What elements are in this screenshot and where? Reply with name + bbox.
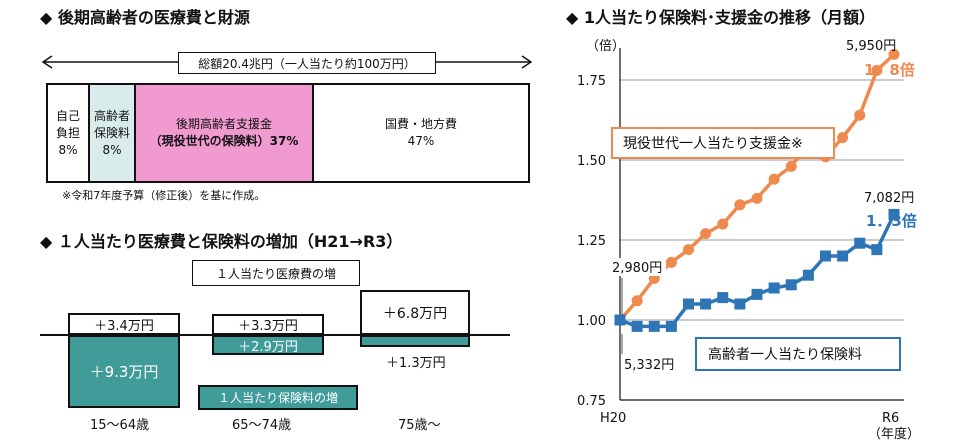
segment-share: 47% <box>407 134 435 148</box>
series-point <box>888 208 900 220</box>
series-point <box>665 320 677 332</box>
series-point <box>683 298 694 310</box>
medical-increase-65-74: ＋3.3万円 <box>212 314 324 335</box>
annotation-premium-end-value: 7,082円 <box>864 191 914 206</box>
series-point <box>854 109 866 121</box>
y-tick-label: 1.75 <box>577 74 606 89</box>
series-point <box>665 256 677 268</box>
segment-self-pay: 自己負担 8% <box>46 83 88 183</box>
medical-increase-75plus: ＋6.8万円 <box>360 290 470 335</box>
series-point <box>700 298 712 310</box>
series-point <box>837 132 849 144</box>
chart-title: ◆ 1人当たり保険料･支援金の推移（月額） <box>566 8 876 27</box>
segment-label: 高齢者 <box>93 108 130 123</box>
series-point <box>802 269 814 281</box>
series-point <box>820 250 831 262</box>
increase-section-title: ◆ １人当たり医療費と保険料の増加（H21→R3） <box>40 232 403 251</box>
series-point <box>888 48 900 60</box>
series-point <box>751 288 763 300</box>
x-end-label: R6 <box>882 411 899 426</box>
annotation-bg <box>610 258 666 276</box>
source-note: ※令和7年度予算（修正後）を基に作成。 <box>62 189 266 202</box>
series-point <box>871 64 883 76</box>
y-tick-label: 1.00 <box>577 314 606 329</box>
total-label: 総額20.4兆円（一人当たり約100万円） <box>178 52 436 74</box>
legend-medical-increase: １人当たり医療費の増 <box>192 260 360 286</box>
y-tick-label: 1.50 <box>577 154 606 169</box>
series-point <box>631 295 643 307</box>
segment-label: （現役世代の保険料）37% <box>149 134 299 148</box>
segment-public-funds: 国費・地方費 47% <box>312 83 530 183</box>
series-point <box>700 228 712 240</box>
segment-label: 保険料 <box>93 125 130 140</box>
premium-increase-bar-75plus <box>360 335 470 347</box>
y-tick-label: 0.75 <box>577 394 606 409</box>
series-label: 現役世代一人当たり支援金※ <box>623 136 803 152</box>
segment-elderly-premium: 高齢者保険料 8% <box>88 83 134 183</box>
y-axis-label: （倍） <box>586 39 625 54</box>
series-point <box>854 237 866 249</box>
series-point <box>717 292 729 304</box>
series-point <box>734 298 746 310</box>
segment-label: 後期高齢者支援金 <box>175 117 272 131</box>
series-point <box>837 250 849 262</box>
series-point <box>631 320 643 332</box>
x-start-label: H20 <box>600 411 626 426</box>
segment-label: 自己 <box>55 108 80 123</box>
series-label-box <box>695 337 901 371</box>
series-point <box>768 282 780 294</box>
annotation-support-end-ratio: 1．8倍 <box>864 61 915 79</box>
annotation-support-end-value: 5,950円 <box>846 39 896 54</box>
left-section-title: ◆ 後期高齢者の医療費と財源 <box>40 8 250 27</box>
segment-share: 8% <box>58 142 78 157</box>
age-label: 15～64歳 <box>90 418 150 433</box>
annotation-support-start: 2,980円 <box>612 261 662 276</box>
series-point <box>734 199 746 211</box>
series-point <box>871 244 883 256</box>
series-label: 高齢者一人当たり保険料 <box>708 346 862 363</box>
y-tick-label: 1.25 <box>577 234 606 249</box>
annotation-premium-end-ratio: 1．3倍 <box>866 212 917 230</box>
segment-share: 8% <box>102 142 122 157</box>
series-label-box <box>611 127 835 159</box>
series-point <box>768 173 780 185</box>
series-point <box>683 244 694 256</box>
series-point <box>751 192 763 204</box>
age-label: 75歳～ <box>398 418 441 433</box>
series-point <box>785 279 797 291</box>
x-axis-label: （年度） <box>868 426 920 442</box>
series-point <box>717 218 729 230</box>
premium-increase-75plus: ＋1.3万円 <box>386 356 446 371</box>
age-label: 65～74歳 <box>232 418 292 433</box>
segment-label: 負担 <box>55 125 80 140</box>
segment-support-fund: 後期高齢者支援金 （現役世代の保険料）37% <box>134 83 312 183</box>
series-line <box>618 53 896 322</box>
series-point <box>785 160 797 172</box>
annotation-premium-start: 5,332円 <box>624 358 674 373</box>
series-point <box>614 314 626 326</box>
premium-increase-65-74: ＋2.9万円 <box>212 335 324 355</box>
series-point <box>648 320 660 332</box>
legend-premium-increase: １人当たり保険料の増 <box>198 385 358 410</box>
medical-increase-15-64: ＋3.4万円 <box>68 313 180 335</box>
line-chart: 0.75 1.00 1.25 1.50 1.75 （倍） H20 R6（年度） 現役世代一人当た… <box>577 39 920 442</box>
segment-label: 国費・地方費 <box>384 117 457 131</box>
premium-increase-15-64: ＋9.3万円 <box>68 335 180 408</box>
